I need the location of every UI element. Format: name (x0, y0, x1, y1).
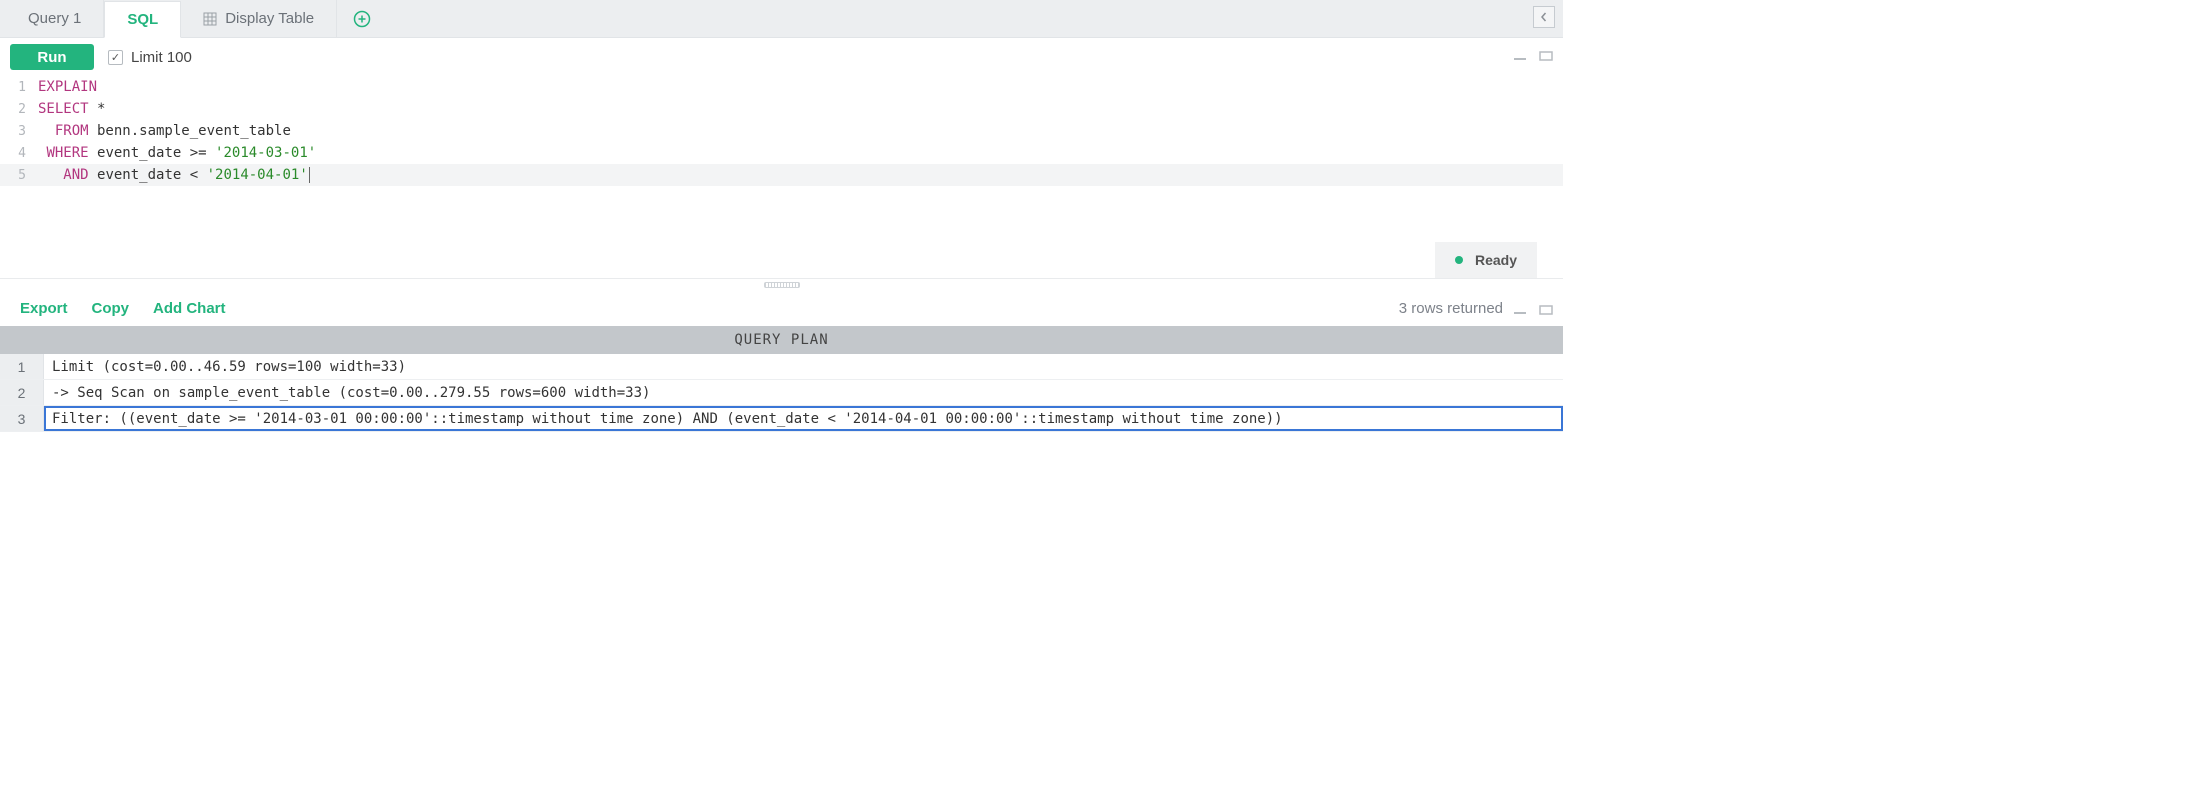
row-index: 3 (0, 406, 44, 431)
code-line[interactable]: 3 FROM benn.sample_event_table (0, 120, 1563, 142)
limit-checkbox[interactable]: ✓ (108, 50, 123, 65)
row-cell[interactable]: -> Seq Scan on sample_event_table (cost=… (44, 380, 1563, 405)
tab-strip: Query 1 SQL Display Table (0, 0, 1563, 38)
chevron-left-icon (1539, 12, 1549, 22)
row-cell[interactable]: Limit (cost=0.00..46.59 rows=100 width=3… (44, 354, 1563, 379)
plus-circle-icon (353, 10, 371, 28)
drag-handle-icon (764, 282, 800, 288)
tab-sql-label: SQL (127, 11, 158, 28)
row-index: 2 (0, 380, 44, 405)
tab-sql[interactable]: SQL (104, 1, 181, 38)
add-tab-button[interactable] (347, 4, 377, 34)
table-row[interactable]: 2-> Seq Scan on sample_event_table (cost… (0, 380, 1563, 406)
line-number: 5 (0, 168, 38, 183)
table-row[interactable]: 3Filter: ((event_date >= '2014-03-01 00:… (0, 406, 1563, 432)
minimize-editor-icon[interactable] (1513, 48, 1527, 58)
code-line[interactable]: 2SELECT * (0, 98, 1563, 120)
code-content: EXPLAIN (38, 79, 97, 95)
status-badge: Ready (1435, 242, 1537, 278)
copy-button[interactable]: Copy (92, 300, 130, 317)
results-column-header[interactable]: QUERY PLAN (0, 326, 1563, 354)
tab-display-label: Display Table (225, 10, 314, 27)
limit-label: Limit 100 (131, 49, 192, 66)
line-number: 2 (0, 102, 38, 117)
code-line[interactable]: 1EXPLAIN (0, 76, 1563, 98)
add-chart-button[interactable]: Add Chart (153, 300, 226, 317)
results-toolbar: Export Copy Add Chart 3 rows returned (0, 290, 1563, 326)
run-button[interactable]: Run (10, 44, 94, 70)
minimize-results-icon[interactable] (1513, 302, 1527, 312)
maximize-editor-icon[interactable] (1539, 48, 1553, 58)
maximize-results-icon[interactable] (1539, 302, 1553, 312)
run-toolbar: Run ✓ Limit 100 (0, 38, 1563, 76)
editor-blank-area[interactable] (0, 186, 1563, 242)
status-area: Ready (0, 242, 1563, 278)
sql-editor[interactable]: 1EXPLAIN2SELECT *3 FROM benn.sample_even… (0, 76, 1563, 186)
line-number: 1 (0, 80, 38, 95)
code-content: WHERE event_date >= '2014-03-01' (38, 145, 316, 161)
tab-query[interactable]: Query 1 (0, 0, 104, 37)
code-content: AND event_date < '2014-04-01' (38, 167, 310, 183)
export-button[interactable]: Export (20, 300, 68, 317)
code-line[interactable]: 5 AND event_date < '2014-04-01' (0, 164, 1563, 186)
status-label: Ready (1475, 252, 1517, 268)
row-cell[interactable]: Filter: ((event_date >= '2014-03-01 00:0… (44, 406, 1563, 431)
pane-splitter[interactable] (0, 278, 1563, 290)
text-cursor (309, 167, 310, 183)
code-content: FROM benn.sample_event_table (38, 123, 291, 139)
row-index: 1 (0, 354, 44, 379)
rows-returned-label: 3 rows returned (1399, 300, 1503, 317)
results-body: 1Limit (cost=0.00..46.59 rows=100 width=… (0, 354, 1563, 432)
table-icon (203, 12, 217, 26)
collapse-panel-button[interactable] (1533, 6, 1555, 28)
code-line[interactable]: 4 WHERE event_date >= '2014-03-01' (0, 142, 1563, 164)
code-content: SELECT * (38, 101, 105, 117)
tab-query-label: Query 1 (28, 10, 81, 27)
line-number: 3 (0, 124, 38, 139)
table-row[interactable]: 1Limit (cost=0.00..46.59 rows=100 width=… (0, 354, 1563, 380)
line-number: 4 (0, 146, 38, 161)
tab-display-table[interactable]: Display Table (181, 0, 337, 37)
status-dot-icon (1455, 256, 1463, 264)
